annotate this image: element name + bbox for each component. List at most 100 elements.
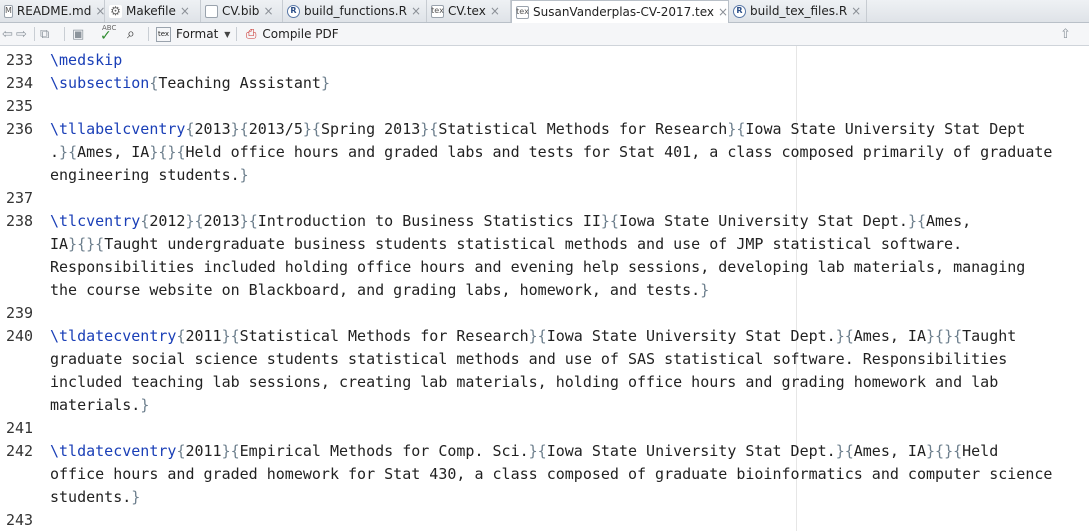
latex-command: \tldatecventry xyxy=(50,327,177,345)
tab-build-functions[interactable]: R build_functions.R × xyxy=(283,0,427,22)
gear-icon: ⚙ xyxy=(109,4,122,18)
code-line[interactable]: \medskip xyxy=(50,49,122,72)
popout-icon: ⧉ xyxy=(40,26,50,42)
brace: } xyxy=(600,212,610,230)
line-number: 233 xyxy=(6,51,34,69)
brace: { xyxy=(953,442,963,460)
brace: } xyxy=(230,120,240,138)
brace: { xyxy=(311,120,321,138)
code-line[interactable]: \tlcventry{2012}{2013}{Introduction to B… xyxy=(50,212,972,230)
brace: } xyxy=(727,120,737,138)
code-line[interactable]: \subsection{Teaching Assistant} xyxy=(50,74,330,92)
brace: } xyxy=(926,327,936,345)
line-number: 234 xyxy=(6,74,34,92)
brace: { xyxy=(176,442,186,460)
toolbar-divider xyxy=(236,27,237,41)
go-to-top-button[interactable]: ⇧ xyxy=(1060,26,1071,42)
brace: { xyxy=(185,120,195,138)
brace: { xyxy=(935,442,945,460)
code-line[interactable]: IA}{}{Taught undergraduate business stud… xyxy=(50,235,963,253)
brace: } xyxy=(944,327,954,345)
brace: { xyxy=(95,235,105,253)
tab-cv-tex[interactable]: tex CV.tex × xyxy=(427,0,511,22)
brace: } xyxy=(185,212,195,230)
pdf-icon: ⎙ xyxy=(246,26,257,42)
forward-button[interactable]: ⇨ xyxy=(16,26,27,42)
code-line[interactable]: \tldatecventry{2011}{Empirical Methods f… xyxy=(50,442,999,460)
save-button[interactable]: ▣ xyxy=(72,26,84,42)
tab-makefile[interactable]: ⚙ Makefile × xyxy=(105,0,201,22)
line-number: 238 xyxy=(6,212,34,230)
brace: { xyxy=(248,212,258,230)
find-button[interactable]: ⌕ xyxy=(127,26,135,42)
close-icon[interactable]: × xyxy=(851,4,862,18)
tex-file-icon: tex xyxy=(431,4,444,18)
code-line[interactable]: engineering students.} xyxy=(50,166,249,184)
brace: } xyxy=(149,143,159,161)
brace: { xyxy=(537,327,547,345)
code-line[interactable]: materials.} xyxy=(50,396,150,414)
tab-build-tex-files[interactable]: R build_tex_files.R × xyxy=(729,0,867,22)
code-line[interactable]: the course website on Blackboard, and gr… xyxy=(50,281,710,299)
tex-file-icon: tex xyxy=(516,5,529,19)
code-line[interactable]: graduate social science students statist… xyxy=(50,350,1008,368)
tab-label: build_functions.R xyxy=(304,4,407,18)
tab-label: SusanVanderplas-CV-2017.tex xyxy=(533,5,715,19)
close-icon[interactable]: × xyxy=(95,4,106,18)
brace: { xyxy=(239,120,249,138)
brace: } xyxy=(320,74,330,92)
tab-readme[interactable]: M README.md × xyxy=(0,0,105,22)
brace: } xyxy=(221,327,231,345)
compile-pdf-button[interactable]: ⎙ Compile PDF xyxy=(246,26,339,42)
spellcheck-badge: ABC xyxy=(102,24,117,32)
code-line[interactable]: students.} xyxy=(50,488,141,506)
brace: } xyxy=(528,327,538,345)
brace: { xyxy=(68,143,78,161)
close-icon[interactable]: × xyxy=(263,4,274,18)
brace: { xyxy=(149,74,159,92)
brace: } xyxy=(944,442,954,460)
brace: } xyxy=(86,235,96,253)
print-margin-line xyxy=(796,46,797,531)
brace: { xyxy=(77,235,87,253)
close-icon[interactable]: × xyxy=(179,4,190,18)
show-in-window-button[interactable]: ⧉ xyxy=(40,26,49,42)
line-number: 241 xyxy=(6,419,34,437)
arrow-up-icon: ⇧ xyxy=(1060,26,1071,42)
brace: } xyxy=(167,143,177,161)
tab-cv-bib[interactable]: CV.bib × xyxy=(201,0,283,22)
brace: } xyxy=(131,488,141,506)
close-icon[interactable]: × xyxy=(489,4,500,18)
brace: } xyxy=(140,396,150,414)
close-icon[interactable]: × xyxy=(718,5,729,19)
code-line[interactable]: \tllabelcventry{2013}{2013/5}{Spring 201… xyxy=(50,120,1026,138)
back-button[interactable]: ⇦ xyxy=(2,26,13,42)
tab-susanvanderplas-cv[interactable]: tex SusanVanderplas-CV-2017.tex × xyxy=(511,0,729,23)
code-editor[interactable]: 233 \medskip 234 \subsection{Teaching Assis… xyxy=(0,46,1089,531)
brace: { xyxy=(916,212,926,230)
brace: } xyxy=(302,120,312,138)
checkmark-icon: ✓ xyxy=(100,28,112,44)
spellcheck-button[interactable]: ABC ✓ xyxy=(100,24,116,44)
tab-label: CV.tex xyxy=(448,4,486,18)
code-line[interactable]: .}{Ames, IA}{}{Held office hours and gra… xyxy=(50,143,1053,161)
brace: } xyxy=(907,212,917,230)
brace: { xyxy=(953,327,963,345)
brace: { xyxy=(158,143,168,161)
line-number: 243 xyxy=(6,511,34,529)
code-line[interactable]: included teaching lab sessions, creating… xyxy=(50,373,999,391)
brace: { xyxy=(844,327,854,345)
close-icon[interactable]: × xyxy=(410,4,421,18)
brace: } xyxy=(926,442,936,460)
arrow-right-icon: ⇨ xyxy=(16,26,27,42)
code-line[interactable]: Responsibilities included holding office… xyxy=(50,258,1026,276)
brace: { xyxy=(935,327,945,345)
brace: { xyxy=(230,442,240,460)
code-line[interactable]: office hours and graded homework for Sta… xyxy=(50,465,1053,483)
brace: { xyxy=(537,442,547,460)
format-menu[interactable]: tex Format ▼ xyxy=(156,26,230,42)
code-line[interactable]: \tldatecventry{2011}{Statistical Methods… xyxy=(50,327,1017,345)
chevron-down-icon: ▼ xyxy=(224,29,231,39)
tab-label: README.md xyxy=(16,4,92,18)
brace: { xyxy=(140,212,150,230)
